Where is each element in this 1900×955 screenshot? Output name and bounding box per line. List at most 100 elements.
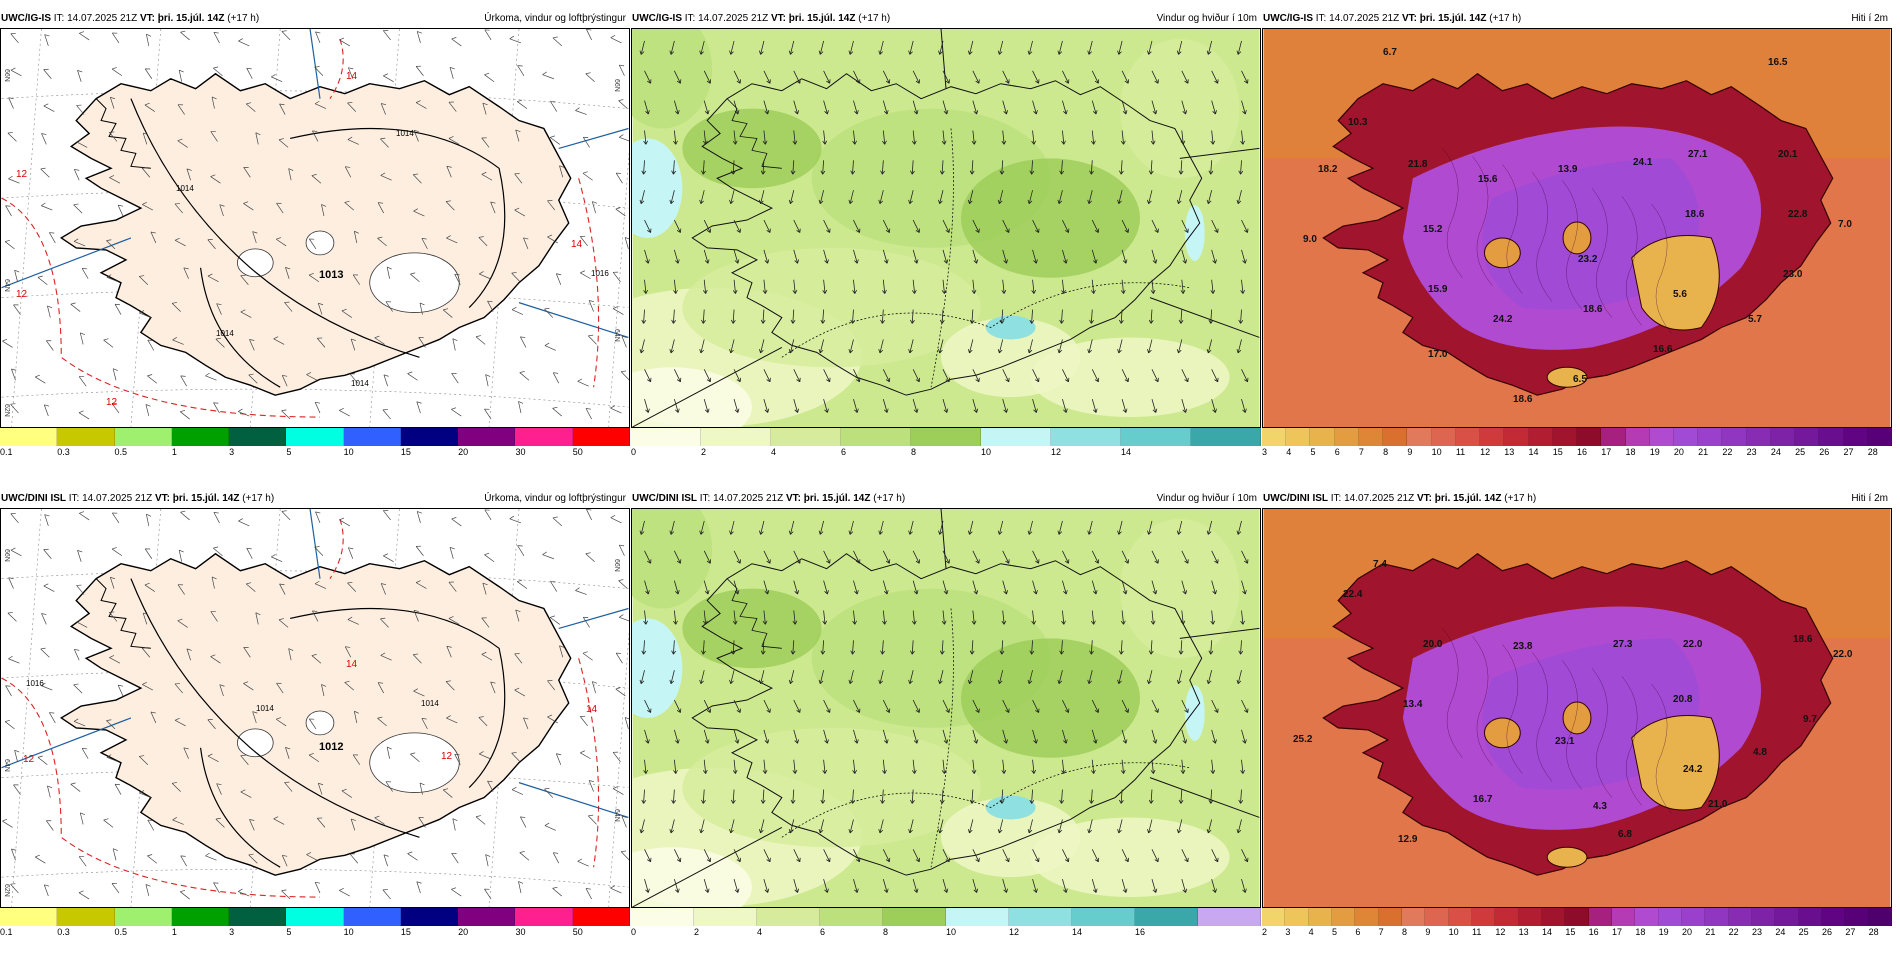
isotherm-label: 12 [16,169,27,180]
colorbar-tick: 6 [1355,927,1360,937]
it-label: IT: [1316,13,1327,24]
latitude-label: 66N [3,549,10,562]
wind-map[interactable] [631,508,1261,908]
colorbar-swatch [344,428,401,446]
temperature-value: 7.4 [1373,559,1387,570]
colorbar-tick: 10 [344,447,354,457]
lead-time: (+17 h) [873,493,905,504]
temperature-value: 9.0 [1303,234,1317,245]
vt-time: þri. 15.júl. 14Z [1420,13,1487,24]
colorbar-swatch [57,908,114,926]
isobar-label: 1014 [176,184,194,193]
colorbar-swatch [1729,908,1752,926]
colorbar-swatch [1310,428,1334,446]
latitude-label: 62N [3,404,10,417]
vt-label: VT: [1402,13,1417,24]
isotherm-label: 14 [346,659,357,670]
colorbar-tick: 20 [458,447,468,457]
panel-title: Úrkoma, vindur og loftþrýstingur [484,10,626,28]
temperature-value: 24.2 [1683,764,1702,775]
temperature-value: 4.3 [1593,801,1607,812]
it-label: IT: [69,493,80,504]
colorbar-swatch [1402,908,1425,926]
colorbar-tick: 25 [1799,927,1809,937]
colorbar-tick: 12 [1009,927,1019,937]
temperature-value: 7.0 [1838,219,1852,230]
colorbar-swatch [1198,908,1261,926]
colorbar-tick: 4 [757,927,762,937]
colorbar-tick: 16 [1589,927,1599,937]
isobar-label: 1016 [591,269,609,278]
colorbar-swatch [1472,908,1495,926]
isotherm-label: 14 [571,239,582,250]
colorbar-swatch [1432,428,1456,446]
temperature-value: 23.1 [1555,736,1574,747]
temperature-value: 23.8 [1513,641,1532,652]
colorbar-tick: 12 [1480,447,1490,457]
colorbar-swatch [1635,908,1658,926]
colorbar-swatch [1650,428,1674,446]
colorbar-swatch [229,908,286,926]
colorbar-tick: 11 [1472,927,1481,937]
colorbar-swatch [286,908,343,926]
colorbar-tick: 15 [1565,927,1575,937]
it-time: 14.07.2025 21Z [713,493,783,504]
isobar-label: 1012 [319,741,343,753]
colorbar-swatch [1407,428,1431,446]
wind-map[interactable] [631,28,1261,428]
lead-time: (+17 h) [1489,13,1521,24]
vt-time: þri. 15.júl. 14Z [804,493,871,504]
colorbar [0,908,630,926]
colorbar-tick: 6 [820,927,825,937]
colorbar-tick: 10 [344,927,354,937]
colorbar-swatch [1542,908,1565,926]
vt-label: VT: [786,493,801,504]
colorbar-tick: 50 [573,447,583,457]
latitude-label: 64N [3,759,10,772]
colorbar-swatch [344,908,401,926]
temperature-value: 23.0 [1783,269,1802,280]
colorbar-tick: 8 [1383,447,1388,457]
colorbar-tick: 8 [883,927,888,937]
colorbar-swatch [757,908,820,926]
colorbar-swatch [1845,908,1868,926]
isotherm-label: 12 [106,397,117,408]
colorbar-swatch [1771,428,1795,446]
colorbar-tick: 16 [1135,927,1145,937]
colorbar-swatch [229,428,286,446]
colorbar-tick: 8 [1402,927,1407,937]
colorbar-tick: 30 [515,927,525,937]
colorbar-tick: 2 [701,447,706,457]
it-time: 14.07.2025 21Z [698,13,768,24]
colorbar-tick: 4 [771,447,776,457]
temperature-value: 6.7 [1383,47,1397,58]
isobar-label: 1016 [26,679,44,688]
colorbar-swatch [1869,908,1892,926]
colorbar-swatch [286,428,343,446]
temperature-value: 18.6 [1793,634,1812,645]
model-source: UWC/DINI ISL [1263,493,1328,504]
colorbar [0,428,630,446]
colorbar-swatch [1698,428,1722,446]
colorbar-swatch [1359,428,1383,446]
temperature-value: 16.7 [1473,794,1492,805]
colorbar-swatch [1795,428,1819,446]
colorbar-tick: 3 [229,927,234,937]
vt-time: þri. 15.júl. 14Z [789,13,856,24]
temperature-value: 10.3 [1348,117,1367,128]
colorbar-tick: 26 [1819,447,1829,457]
colorbar-swatch [1121,428,1191,446]
colorbar-swatch [115,428,172,446]
colorbar-tick: 28 [1868,447,1878,457]
colorbar-tick: 7 [1359,447,1364,457]
colorbar-tick: 9 [1425,927,1430,937]
temperature-value: 15.6 [1478,174,1497,185]
colorbar-tick: 23 [1752,927,1762,937]
colorbar-swatch [573,428,630,446]
